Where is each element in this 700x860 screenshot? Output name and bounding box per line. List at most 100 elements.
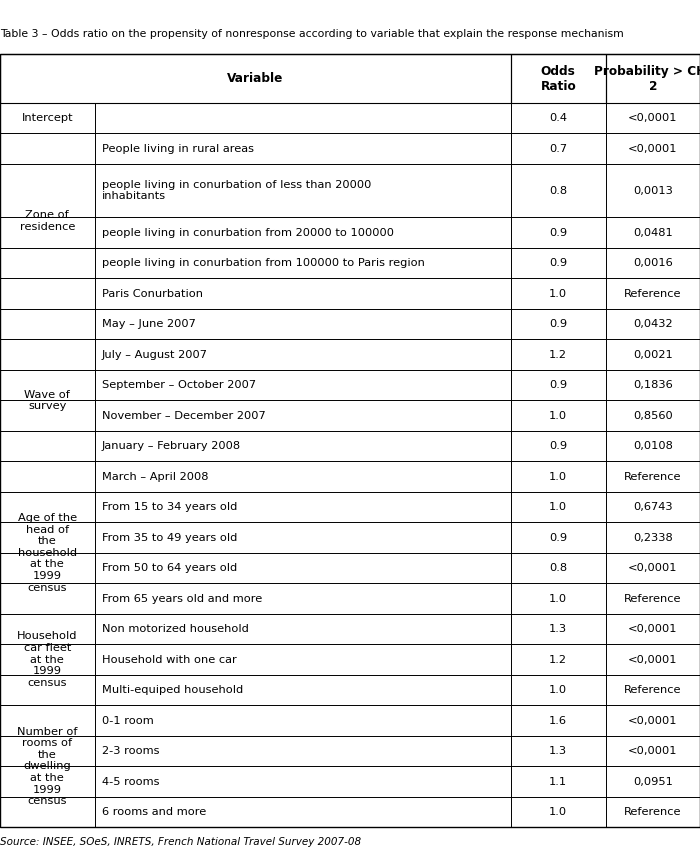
Text: Paris Conurbation: Paris Conurbation [102,289,202,298]
Bar [511,492,606,522]
Bar [0,54,700,827]
Text: 0,2338: 0,2338 [633,532,673,543]
Bar [511,340,606,370]
Text: From 50 to 64 years old: From 50 to 64 years old [102,563,237,573]
Bar [0,279,94,309]
Bar [606,340,700,370]
Bar [511,218,606,248]
Bar [0,218,94,248]
Text: 1.1: 1.1 [550,777,567,787]
Bar [94,103,511,133]
Bar [0,492,94,522]
Bar [0,705,94,736]
Text: 1.0: 1.0 [550,289,567,298]
Bar [94,248,511,279]
Bar [0,54,511,103]
Bar [0,797,94,827]
Bar [94,644,511,675]
Text: From 65 years old and more: From 65 years old and more [102,593,262,604]
Bar [606,103,700,133]
Bar [94,370,511,401]
Text: January – February 2008: January – February 2008 [102,441,241,452]
Text: 0.9: 0.9 [550,319,567,329]
Bar [606,553,700,583]
Bar [94,553,511,583]
Bar [606,766,700,797]
Bar [0,522,94,553]
Bar [511,644,606,675]
Text: 0,0481: 0,0481 [633,228,673,237]
Text: people living in conurbation from 20000 to 100000: people living in conurbation from 20000 … [102,228,393,237]
Bar [511,736,606,766]
Text: Probability > CHI
2: Probability > CHI 2 [594,64,700,93]
Bar [0,766,94,797]
Text: 0.4: 0.4 [550,114,567,123]
Bar [511,133,606,164]
Bar [606,54,700,103]
Bar [94,279,511,309]
Bar [606,370,700,401]
Text: Household with one car: Household with one car [102,654,237,665]
Text: 0,8560: 0,8560 [633,410,673,421]
Bar [0,103,94,133]
Text: Source: INSEE, SOeS, INRETS, French National Travel Survey 2007-08: Source: INSEE, SOeS, INRETS, French Nati… [0,837,361,847]
Text: people living in conurbation of less than 20000
inhabitants: people living in conurbation of less tha… [102,180,371,201]
Bar [0,614,94,644]
Text: <0,0001: <0,0001 [628,746,678,756]
Text: 1.0: 1.0 [550,593,567,604]
Bar [0,644,94,675]
Bar [606,797,700,827]
Text: Reference: Reference [624,593,682,604]
Bar [606,279,700,309]
Bar [511,614,606,644]
Bar [606,736,700,766]
Bar [0,340,94,370]
Bar [511,583,606,614]
Bar [0,133,94,164]
Bar [0,309,94,340]
Text: 4-5 rooms: 4-5 rooms [102,777,159,787]
Bar [606,461,700,492]
Bar [511,461,606,492]
Text: Number of
rooms of
the
dwelling
at the
1999
census: Number of rooms of the dwelling at the 1… [17,727,78,806]
Text: 2-3 rooms: 2-3 rooms [102,746,159,756]
Text: people living in conurbation from 100000 to Paris region: people living in conurbation from 100000… [102,258,424,268]
Text: 0.9: 0.9 [550,258,567,268]
Text: Odds
Ratio: Odds Ratio [540,64,576,93]
Text: 0.8: 0.8 [550,186,567,196]
Text: 1.3: 1.3 [550,624,567,634]
Text: 0,0951: 0,0951 [633,777,673,787]
Text: 0,0108: 0,0108 [633,441,673,452]
Text: Reference: Reference [624,807,682,817]
Text: 0.9: 0.9 [550,441,567,452]
Text: May – June 2007: May – June 2007 [102,319,195,329]
Text: 0,0432: 0,0432 [633,319,673,329]
Bar [511,54,606,103]
Bar [511,522,606,553]
Text: People living in rural areas: People living in rural areas [102,144,253,154]
Text: <0,0001: <0,0001 [628,144,678,154]
Bar [94,797,511,827]
Bar [0,553,94,583]
Bar [511,401,606,431]
Bar [511,553,606,583]
Bar [94,431,511,461]
Bar [94,614,511,644]
Text: 0.7: 0.7 [550,144,567,154]
Bar [94,705,511,736]
Text: Multi-equiped household: Multi-equiped household [102,685,243,695]
Text: 1.0: 1.0 [550,410,567,421]
Text: <0,0001: <0,0001 [628,654,678,665]
Text: Non motorized household: Non motorized household [102,624,248,634]
Bar [94,736,511,766]
Text: July – August 2007: July – August 2007 [102,350,207,359]
Text: 0,1836: 0,1836 [633,380,673,390]
Bar [606,164,700,218]
Bar [606,401,700,431]
Bar [511,766,606,797]
Text: Zone of
residence: Zone of residence [20,211,75,232]
Bar [94,461,511,492]
Text: 1.6: 1.6 [550,716,567,726]
Text: <0,0001: <0,0001 [628,624,678,634]
Bar [0,401,94,431]
